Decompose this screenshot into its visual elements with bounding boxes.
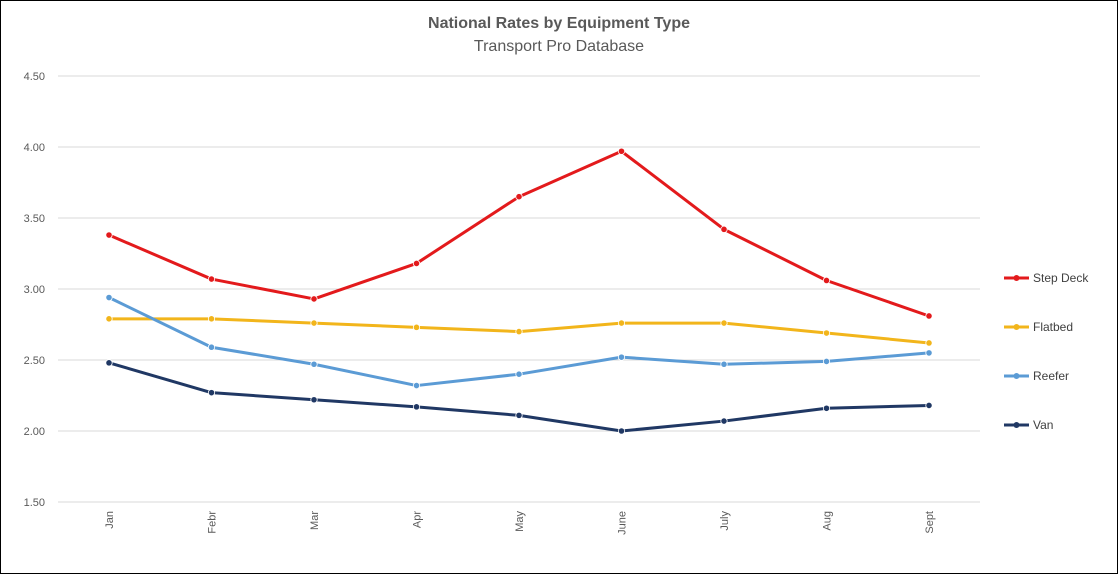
x-axis: Jan Febr Mar Apr May June July Aug Sept [104,511,936,535]
data-point-reefer [412,381,421,390]
data-point-van [617,427,626,435]
x-tick-label: June [617,511,629,535]
data-point-van [925,401,933,410]
y-axis: 1.50 2.00 2.50 3.00 3.50 4.00 4.50 [24,71,45,509]
data-point-reefer [105,293,113,302]
data-point-reefer [720,360,728,368]
x-tick-label: Apr [412,511,424,528]
data-point-van [412,403,421,411]
data-point-van [822,404,831,412]
legend-marker-flatbed [1013,324,1020,330]
y-tick-label: 4.00 [24,142,45,154]
data-point-flatbed [207,315,216,323]
data-point-step-deck [822,276,831,285]
data-point-reefer [515,370,523,378]
series-line-step-deck [107,149,931,318]
y-tick-label: 3.50 [24,213,45,225]
x-tick-label: Febr [207,511,219,534]
legend-marker-reefer [1013,373,1020,379]
data-point-flatbed [617,319,626,327]
x-tick-label: July [719,511,731,531]
legend-label-step-deck: Step Deck [1033,271,1089,285]
x-tick-label: May [514,511,526,532]
legend-label-flatbed: Flatbed [1033,320,1073,334]
data-point-step-deck [207,275,216,283]
data-point-step-deck [925,312,933,320]
chart-title: National Rates by Equipment Type [428,15,690,32]
series-group [105,147,933,435]
gridlines [58,75,980,503]
y-tick-label: 2.50 [24,355,45,367]
data-point-flatbed [515,327,523,336]
data-point-van [310,396,318,404]
data-point-reefer [207,343,216,351]
data-point-flatbed [412,323,421,331]
data-point-reefer [617,353,626,361]
data-point-flatbed [310,319,318,327]
y-tick-label: 1.50 [24,497,45,509]
data-point-flatbed [822,329,831,337]
data-point-reefer [822,357,831,366]
data-point-reefer [925,349,933,357]
y-tick-label: 3.00 [24,284,45,296]
legend-marker-van [1013,422,1020,428]
y-tick-label: 2.00 [24,426,45,438]
x-tick-label: Sept [924,511,936,534]
y-tick-label: 4.50 [24,71,45,83]
data-point-reefer [310,360,318,368]
legend-label-reefer: Reefer [1033,369,1069,383]
x-tick-label: Mar [309,511,321,530]
data-point-step-deck [720,225,728,233]
data-point-van [515,411,523,419]
chart-subtitle: Transport Pro Database [474,38,644,55]
x-tick-label: Aug [822,511,834,531]
data-point-van [105,359,113,367]
data-point-van [207,389,216,397]
legend-label-van: Van [1033,418,1053,432]
x-tick-label: Jan [104,511,116,529]
data-point-flatbed [105,315,113,323]
legend-marker-step-deck [1013,275,1020,281]
data-point-step-deck [105,231,113,239]
data-point-flatbed [925,339,933,347]
data-point-van [720,417,728,425]
data-point-step-deck [412,259,421,268]
data-point-step-deck [310,295,318,303]
data-point-step-deck [617,147,626,155]
data-point-flatbed [720,319,728,327]
data-point-step-deck [515,193,523,201]
legend: Step Deck Flatbed Reefer Van [1004,271,1089,432]
